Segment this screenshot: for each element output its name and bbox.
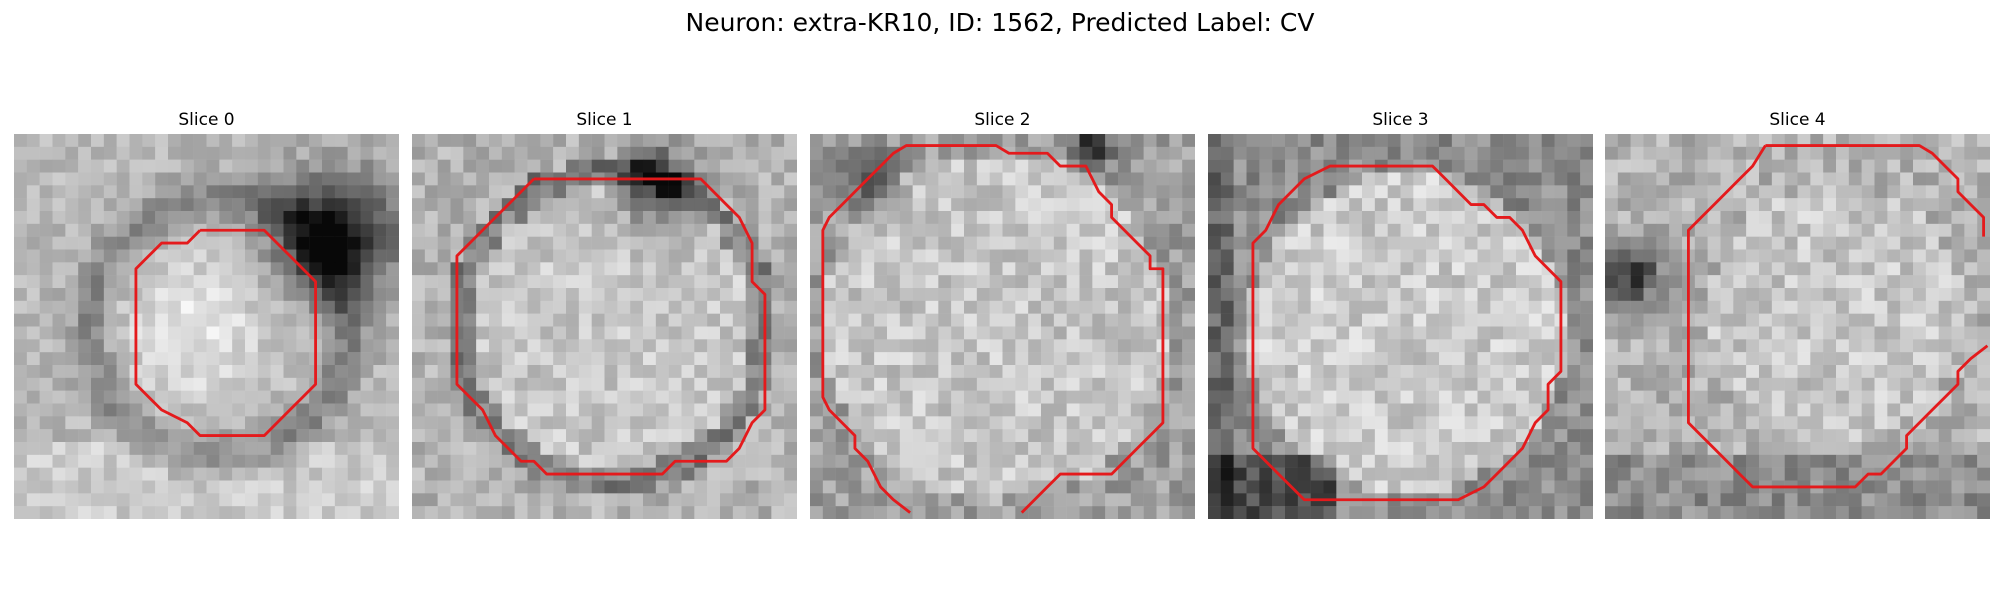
roi-contour [1687, 144, 1989, 489]
roi-contour [134, 228, 317, 437]
panel-slice-2 [810, 134, 1195, 519]
slice-2-image [810, 134, 1195, 519]
panel-title-slice-3: Slice 3 [1372, 110, 1429, 130]
roi-contour [879, 144, 1165, 514]
roi-contour [1251, 164, 1563, 502]
pixel-grid [1605, 134, 1990, 519]
panel-title-slice-0: Slice 0 [178, 110, 235, 130]
panel-title-slice-4: Slice 4 [1769, 110, 1826, 130]
roi-contour [1765, 144, 1985, 237]
slice-0-image [14, 134, 399, 519]
slice-3-image [1208, 134, 1593, 519]
panel-title-slice-2: Slice 2 [974, 110, 1031, 130]
roi-contour [821, 165, 911, 514]
panel-title-slice-1: Slice 1 [576, 110, 633, 130]
slice-1-image [412, 134, 797, 519]
panel-slice-0 [14, 134, 399, 519]
panel-slice-3 [1208, 134, 1593, 519]
roi-contour [455, 177, 767, 476]
slice-4-image [1605, 134, 1990, 519]
pixel-grid [14, 134, 399, 519]
pixel-grid [810, 134, 1195, 519]
panel-slice-1 [412, 134, 797, 519]
pixel-grid [412, 134, 797, 519]
panel-slice-4 [1605, 134, 1990, 519]
figure-title: Neuron: extra-KR10, ID: 1562, Predicted … [685, 8, 1315, 37]
